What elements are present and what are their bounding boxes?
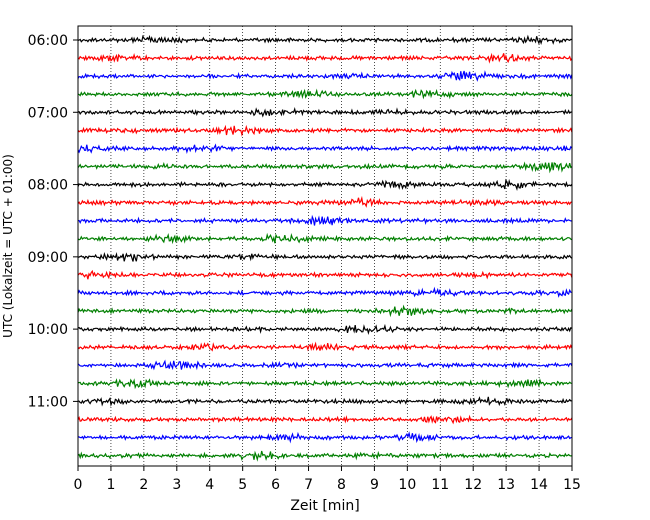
seismic-trace	[77, 269, 573, 280]
seismic-trace	[77, 143, 573, 155]
x-tick-label: 11	[431, 477, 449, 493]
seismic-trace	[77, 304, 573, 318]
seismic-trace	[77, 232, 573, 245]
seismic-trace	[77, 251, 573, 262]
seismic-trace	[77, 161, 573, 174]
x-tick-label: 7	[304, 477, 313, 493]
y-axis-ticks: 06:00 07:00 08:00 09:00 10:00 11:00	[28, 33, 78, 410]
seismic-trace	[78, 378, 572, 390]
x-tick-label: 14	[530, 477, 548, 493]
x-tick-label: 13	[497, 477, 515, 493]
seismic-trace	[77, 341, 573, 352]
grid-lines	[110, 26, 540, 466]
seismic-trace	[77, 214, 572, 226]
x-tick-label: 6	[271, 477, 280, 493]
y-tick-label: 10:00	[28, 322, 68, 338]
y-tick-label: 08:00	[28, 178, 68, 194]
y-tick-label: 09:00	[28, 250, 68, 266]
x-tick-label: 9	[370, 477, 379, 493]
seismic-trace	[77, 396, 572, 407]
seismic-trace	[77, 88, 573, 100]
seismic-trace	[77, 52, 573, 64]
x-tick-label: 10	[398, 477, 416, 493]
x-tick-label: 8	[337, 477, 346, 493]
y-tick-label: 11:00	[28, 394, 68, 410]
y-axis-label: UTC (Lokalzeit = UTC + 01:00)	[1, 154, 15, 338]
x-tick-label: 12	[464, 477, 482, 493]
x-tick-label: 1	[106, 477, 115, 493]
trace-group	[77, 34, 573, 462]
seismic-trace	[77, 450, 572, 462]
seismic-trace	[77, 107, 572, 118]
x-axis-label: Zeit [min]	[290, 498, 359, 514]
seismic-trace	[77, 359, 573, 371]
x-tick-label: 15	[563, 477, 581, 493]
seismic-trace	[77, 34, 572, 45]
y-tick-label: 06:00	[28, 33, 68, 49]
seismic-trace	[77, 178, 573, 191]
x-tick-label: 4	[205, 477, 214, 493]
seismic-trace	[77, 195, 573, 208]
y-tick-label: 07:00	[28, 105, 68, 121]
seismic-trace	[77, 286, 572, 298]
seismic-trace	[77, 124, 573, 137]
x-axis-ticks: 0 1 2 3 4 5 6 7 8 9 10 11 12 13 14 15	[74, 466, 581, 493]
seismic-trace	[77, 431, 573, 444]
x-tick-label: 0	[74, 477, 83, 493]
seismic-trace	[77, 70, 573, 82]
plot-frame	[77, 25, 573, 467]
x-tick-label: 3	[172, 477, 181, 493]
x-tick-label: 2	[139, 477, 148, 493]
x-tick-label: 5	[238, 477, 247, 493]
seismic-trace	[77, 323, 573, 336]
seismic-trace	[77, 414, 573, 425]
